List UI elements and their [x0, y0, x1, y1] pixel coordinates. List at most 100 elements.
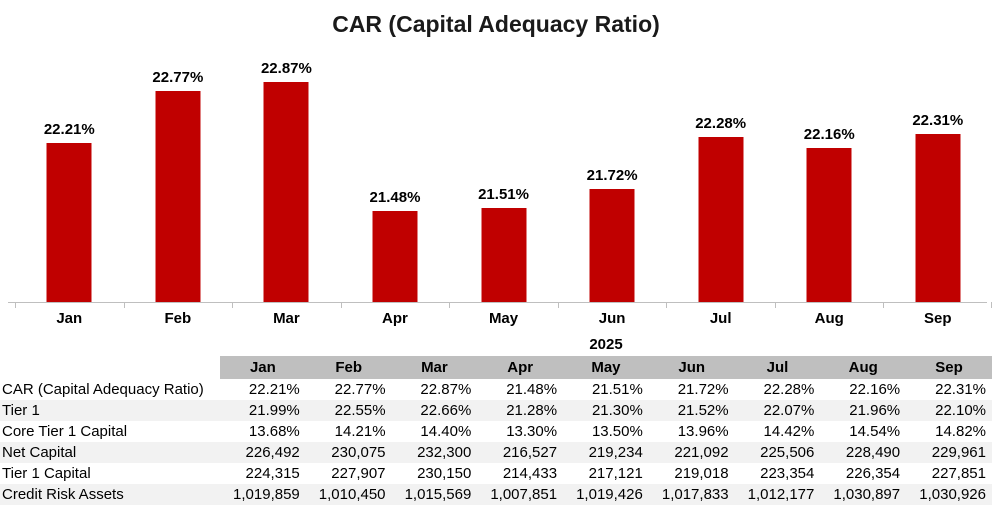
x-tick-label-jul: Jul	[709, 310, 732, 327]
bar-value-label-jan: 22.21%	[43, 121, 95, 138]
table-cell: 21.51%	[591, 381, 643, 398]
row-label: Core Tier 1 Capital	[2, 423, 128, 440]
x-tick-label-may: May	[488, 310, 519, 327]
table-cell: 219,234	[588, 444, 643, 461]
table-row: Tier 1 Capital 224,315 227,907 230,150 214,4…	[0, 463, 992, 484]
bar-mar	[263, 82, 309, 302]
bar-slot-sep: 22.31%	[884, 56, 992, 302]
bar-slot-mar: 22.87%	[232, 56, 341, 302]
table-row: Core Tier 1 Capital 13.68% 14.21% 14.40% 13.…	[0, 421, 992, 442]
bar-slot-apr: 21.48%	[341, 56, 450, 302]
metrics-table: Jan Feb Mar Apr May Jun Jul Aug Sep CAR (Capital…	[0, 356, 992, 505]
table-cell: 14.82%	[935, 423, 986, 440]
x-tick-label-aug: Aug	[814, 310, 844, 327]
table-cell: 22.31%	[935, 381, 986, 398]
table-cell: 229,961	[931, 444, 986, 461]
table-cell: 22.21%	[248, 381, 300, 398]
bar-slot-jul: 22.28%	[666, 56, 775, 302]
chart-plot-area: 22.21% 22.77% 22.87% 21.48% 21.51% 21.72% 22.2…	[15, 56, 992, 302]
bar-apr	[372, 211, 418, 302]
table-cell: 228,490	[845, 444, 901, 461]
table-cell: 1,019,426	[576, 486, 643, 503]
table-cell: 13.50%	[591, 423, 643, 440]
table-cell: 1,015,569	[404, 486, 472, 503]
bar-slot-feb: 22.77%	[124, 56, 233, 302]
table-cell: 225,506	[760, 444, 815, 461]
row-label: Credit Risk Assets	[2, 486, 124, 503]
table-cell: 14.42%	[763, 423, 815, 440]
bar-value-label-apr: 21.48%	[369, 189, 421, 206]
table-cell: 14.54%	[849, 423, 901, 440]
bar-feb	[155, 91, 201, 302]
table-cell: 1,030,926	[919, 486, 986, 503]
axis-tick	[15, 302, 16, 308]
column-header-apr: Apr	[477, 356, 564, 379]
table-cell: 22.87%	[420, 381, 472, 398]
table-cell: 1,019,859	[233, 486, 300, 503]
bar-slot-aug: 22.16%	[775, 56, 884, 302]
x-axis-line	[8, 302, 987, 303]
x-tick-label-jun: Jun	[598, 310, 626, 327]
table-cell: 230,075	[331, 444, 386, 461]
table-cell: 1,012,177	[747, 486, 815, 503]
table-cell: 21.72%	[677, 381, 729, 398]
bar-may	[481, 208, 527, 302]
x-tick-label-apr: Apr	[382, 310, 408, 327]
axis-tick	[123, 302, 125, 308]
bar-value-label-mar: 22.87%	[260, 60, 312, 77]
axis-tick	[557, 302, 559, 308]
table-cell: 22.28%	[763, 381, 815, 398]
row-label: Net Capital	[2, 444, 77, 461]
table-cell: 224,315	[245, 465, 300, 482]
bar-jun	[589, 189, 635, 302]
bar-jul	[698, 137, 744, 302]
column-header-may: May	[563, 356, 649, 379]
table-cell: 22.66%	[420, 402, 472, 419]
bar-value-label-aug: 22.16%	[803, 126, 855, 143]
table-row: Tier 1 21.99% 22.55% 22.66% 21.28% 21.30% 21.5…	[0, 400, 992, 421]
table-cell: 21.96%	[849, 402, 901, 419]
table-cell: 214,433	[502, 465, 558, 482]
bar-slot-jan: 22.21%	[15, 56, 124, 302]
year-label: 2025	[589, 336, 623, 353]
table-cell: 223,354	[760, 465, 815, 482]
column-header-aug: Aug	[820, 356, 907, 379]
table-corner-cell	[0, 356, 220, 379]
bar-value-label-jun: 21.72%	[586, 167, 638, 184]
table-cell: 216,527	[502, 444, 558, 461]
table-cell: 13.68%	[248, 423, 300, 440]
table-cell: 226,492	[245, 444, 300, 461]
bar-jan	[46, 143, 92, 302]
bar-value-label-sep: 22.31%	[912, 112, 964, 129]
axis-tick	[666, 302, 668, 308]
table-cell: 219,018	[674, 465, 729, 482]
table-cell: 227,907	[331, 465, 386, 482]
axis-tick	[774, 302, 776, 308]
axis-tick	[232, 302, 234, 308]
bar-aug	[806, 148, 852, 302]
table-row: Net Capital 226,492 230,075 232,300 216,527 2…	[0, 442, 992, 463]
table-cell: 21.52%	[677, 402, 729, 419]
table-row: CAR (Capital Adequacy Ratio) 22.21% 22.77%…	[0, 379, 992, 400]
table-cell: 13.30%	[506, 423, 558, 440]
bar-slot-jun: 21.72%	[558, 56, 667, 302]
bar-slot-may: 21.51%	[449, 56, 558, 302]
axis-tick	[340, 302, 342, 308]
x-tick-label-sep: Sep	[924, 310, 952, 327]
x-tick-label-jan: Jan	[56, 310, 83, 327]
axis-tick	[883, 302, 885, 308]
column-header-jan: Jan	[220, 356, 306, 379]
column-header-feb: Feb	[305, 356, 392, 379]
column-header-jul: Jul	[734, 356, 821, 379]
row-label: Tier 1	[2, 402, 40, 419]
x-axis-labels: Jan Feb Mar Apr May Jun Jul Aug Sep	[15, 310, 992, 327]
bar-value-label-feb: 22.77%	[152, 69, 204, 86]
row-label: Tier 1 Capital	[2, 465, 91, 482]
column-header-mar: Mar	[391, 356, 478, 379]
table-cell: 230,150	[417, 465, 472, 482]
year-header-row: 2025	[0, 334, 992, 356]
table-cell: 22.55%	[334, 402, 386, 419]
table-cell: 22.16%	[849, 381, 901, 398]
bar-value-label-may: 21.51%	[478, 186, 529, 203]
